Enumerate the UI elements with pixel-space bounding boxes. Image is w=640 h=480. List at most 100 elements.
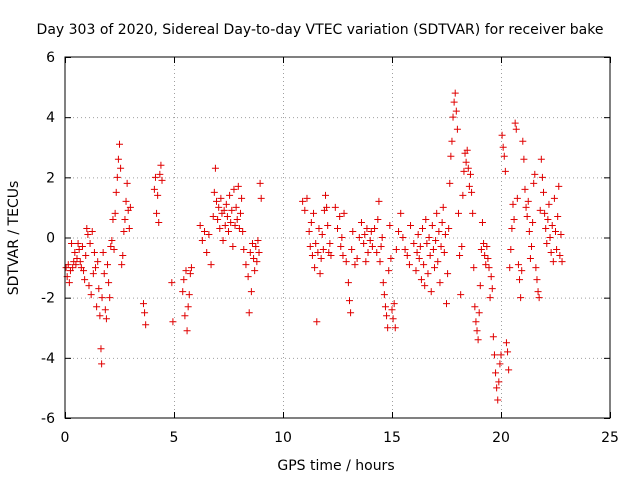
data-point [71,249,79,257]
data-point [239,227,247,235]
data-point [446,179,454,187]
data-point [456,252,464,260]
data-point [348,246,356,254]
data-point [522,203,530,211]
data-point [342,258,350,266]
data-point [429,246,437,254]
data-point [123,179,131,187]
grid-lines [65,57,610,418]
data-point [375,197,383,205]
data-point [110,246,118,254]
data-point [556,252,564,260]
data-point [508,224,516,232]
data-point [196,221,204,229]
data-point [96,312,104,320]
data-point [228,206,236,214]
data-point [222,200,230,208]
data-point [501,167,509,175]
data-point [460,167,468,175]
x-tick-label: 0 [61,430,70,446]
data-point [413,249,421,257]
data-point [389,315,397,323]
data-point [531,170,539,178]
data-point [550,194,558,202]
data-point [541,209,549,217]
data-point [535,294,543,302]
data-point [78,243,86,251]
data-point [474,336,482,344]
data-point [546,234,554,241]
data-point [180,276,188,284]
data-point [68,240,76,248]
data-point [543,240,551,248]
data-point [109,215,117,223]
data-point [482,261,490,269]
data-point [453,125,461,133]
data-point [494,396,502,404]
data-point [504,348,512,356]
data-point [422,215,430,223]
data-point [248,240,256,248]
data-point [97,345,105,353]
data-point [84,230,92,238]
data-point [318,230,326,238]
data-point [82,252,90,260]
data-point [495,378,503,386]
data-point [437,243,445,251]
data-point [113,173,121,181]
data-point [407,221,415,229]
data-point [379,279,387,287]
data-point [364,249,372,257]
data-point [512,125,520,133]
data-point [319,246,327,254]
data-point [468,188,476,196]
data-point [87,291,95,299]
data-point [470,264,478,272]
data-point [69,264,77,272]
data-point [231,221,239,229]
data-point [307,218,315,226]
data-point [397,209,405,217]
data-point [322,191,330,199]
data-point [198,237,206,245]
data-point [90,249,98,257]
data-point [94,258,102,266]
data-point [547,249,555,257]
data-point [219,237,227,245]
data-point [554,212,562,220]
data-point [544,215,552,223]
data-point [100,270,108,278]
data-point [415,255,423,263]
data-point [523,212,531,220]
data-point [83,224,91,232]
data-point [185,291,193,299]
data-point [334,224,341,232]
data-point [387,255,395,263]
data-point [381,303,389,311]
data-point [488,285,496,293]
data-point [104,261,112,269]
data-point [235,224,243,232]
data-point [179,288,187,296]
data-point [121,215,129,223]
data-point [255,249,263,257]
data-point [480,240,488,248]
data-point [88,227,96,235]
data-point [99,249,107,257]
data-point [158,176,166,184]
data-point [451,89,459,97]
data-point [232,203,240,211]
data-point [538,173,546,181]
chart-title: Day 303 of 2020, Sidereal Day-to-day VTE… [37,22,604,38]
data-point [122,197,130,205]
data-point [210,188,218,196]
data-point [490,351,498,359]
data-point [112,188,120,196]
data-point [75,246,83,254]
y-tick-label: -4 [41,351,55,367]
data-point [64,261,72,269]
data-point [433,209,441,217]
data-points [62,89,566,404]
data-point [316,270,324,278]
data-point [496,360,504,368]
